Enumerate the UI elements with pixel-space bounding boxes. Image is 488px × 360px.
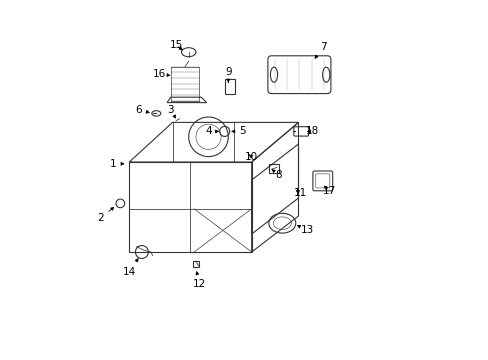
Text: 14: 14 bbox=[122, 259, 138, 277]
Text: 8: 8 bbox=[272, 170, 282, 180]
Text: 2: 2 bbox=[97, 207, 114, 223]
Text: 17: 17 bbox=[322, 186, 335, 196]
Text: 11: 11 bbox=[293, 188, 306, 198]
Text: 3: 3 bbox=[167, 105, 175, 118]
Text: 18: 18 bbox=[305, 126, 319, 136]
Text: 9: 9 bbox=[224, 67, 231, 82]
Text: 13: 13 bbox=[297, 225, 313, 235]
Text: 7: 7 bbox=[314, 42, 326, 58]
Text: 15: 15 bbox=[169, 40, 183, 50]
Text: 12: 12 bbox=[192, 272, 206, 289]
Text: 6: 6 bbox=[135, 105, 149, 115]
Text: 5: 5 bbox=[231, 126, 245, 136]
Text: 16: 16 bbox=[153, 69, 169, 79]
Text: 4: 4 bbox=[205, 126, 218, 136]
Text: 10: 10 bbox=[244, 152, 258, 162]
Text: 1: 1 bbox=[110, 159, 123, 169]
